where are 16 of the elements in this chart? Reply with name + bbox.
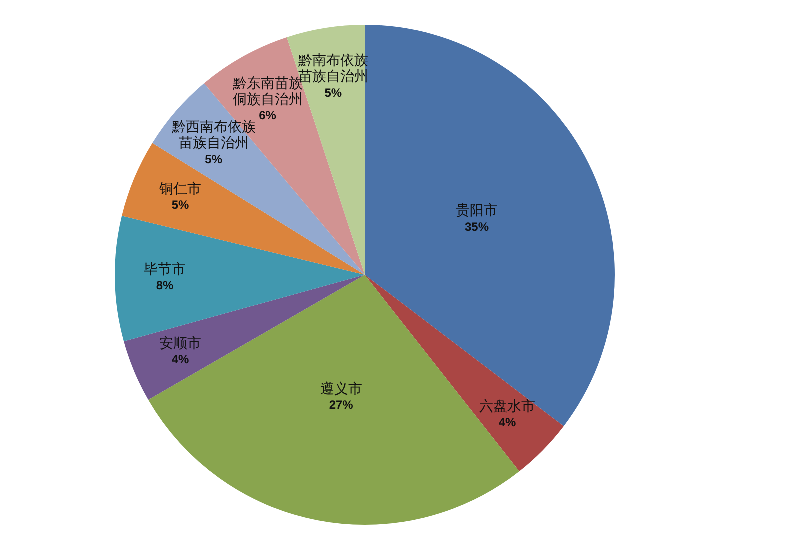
data-label: 4%: [498, 416, 517, 430]
data-label: 5%: [172, 198, 190, 212]
slice-label: 毕节市: [144, 262, 186, 278]
slice-label: 安顺市: [160, 336, 202, 352]
slice-label: 遵义市: [320, 381, 362, 398]
data-label: 5%: [324, 86, 342, 100]
slice-label: 铜仁市: [158, 181, 202, 198]
slice-label: 六盘水市: [480, 398, 536, 415]
data-label: 35%: [464, 220, 490, 234]
data-label: 5%: [205, 152, 223, 166]
data-label: 4%: [172, 352, 190, 367]
slice-label: 贵阳市: [456, 203, 498, 220]
slice-label: 黔西南布依族苗族自治州: [170, 120, 256, 152]
data-label: 6%: [259, 108, 277, 123]
data-label: 27%: [329, 398, 354, 412]
data-label: 8%: [156, 278, 174, 292]
